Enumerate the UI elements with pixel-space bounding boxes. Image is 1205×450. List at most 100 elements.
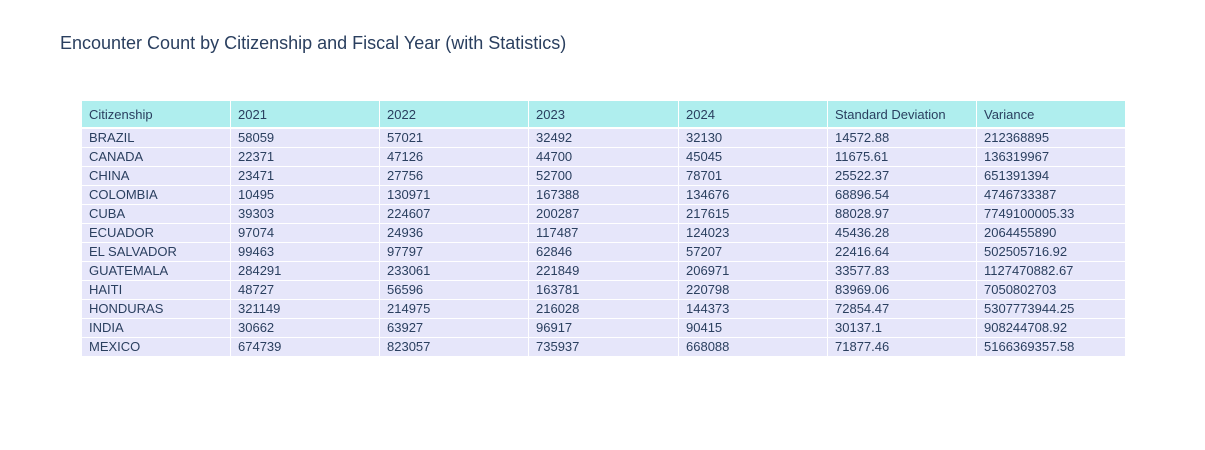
table-cell: GUATEMALA bbox=[81, 261, 231, 281]
table-cell: 78701 bbox=[678, 166, 828, 186]
column-header: 2022 bbox=[379, 100, 529, 129]
table-cell: 7749100005.33 bbox=[976, 204, 1126, 224]
table-cell: 136319967 bbox=[976, 147, 1126, 167]
table-row: HAITI 48727 56596 163781 220798 83969.06 70508… bbox=[81, 280, 1126, 300]
table-cell: 5307773944.25 bbox=[976, 299, 1126, 319]
column-header: 2024 bbox=[678, 100, 828, 129]
table-cell: 668088 bbox=[678, 337, 828, 357]
column-header: Standard Deviation bbox=[827, 100, 977, 129]
table-cell: HONDURAS bbox=[81, 299, 231, 319]
table-body: BRAZIL 58059 57021 32492 32130 14572.88 212368… bbox=[81, 127, 1126, 357]
table-cell: 2064455890 bbox=[976, 223, 1126, 243]
table-cell: 212368895 bbox=[976, 127, 1126, 148]
table-cell: INDIA bbox=[81, 318, 231, 338]
table-cell: 1127470882.67 bbox=[976, 261, 1126, 281]
table-cell: 134676 bbox=[678, 185, 828, 205]
table-cell: 124023 bbox=[678, 223, 828, 243]
table-cell: 823057 bbox=[379, 337, 529, 357]
table-cell: 200287 bbox=[528, 204, 679, 224]
table-cell: 57207 bbox=[678, 242, 828, 262]
table-cell: BRAZIL bbox=[81, 127, 231, 148]
table-row: MEXICO 674739 823057 735937 668088 71877.46 51… bbox=[81, 337, 1126, 357]
table-cell: 27756 bbox=[379, 166, 529, 186]
table-cell: 33577.83 bbox=[827, 261, 977, 281]
table-cell: 10495 bbox=[230, 185, 380, 205]
table-cell: 90415 bbox=[678, 318, 828, 338]
table-row: ECUADOR 97074 24936 117487 124023 45436.28 206… bbox=[81, 223, 1126, 243]
table-cell: 321149 bbox=[230, 299, 380, 319]
data-table-container: Citizenship 2021 2022 2023 2024 Standard Devi… bbox=[81, 100, 1126, 357]
table-cell: HAITI bbox=[81, 280, 231, 300]
table-cell: 32130 bbox=[678, 127, 828, 148]
column-header: 2023 bbox=[528, 100, 679, 129]
table-cell: 47126 bbox=[379, 147, 529, 167]
column-header: 2021 bbox=[230, 100, 380, 129]
table-cell: 14572.88 bbox=[827, 127, 977, 148]
table-cell: 52700 bbox=[528, 166, 679, 186]
table-cell: 97797 bbox=[379, 242, 529, 262]
table-cell: 908244708.92 bbox=[976, 318, 1126, 338]
table-cell: 48727 bbox=[230, 280, 380, 300]
table-cell: 5166369357.58 bbox=[976, 337, 1126, 357]
table-cell: MEXICO bbox=[81, 337, 231, 357]
table-cell: 97074 bbox=[230, 223, 380, 243]
table-cell: 206971 bbox=[678, 261, 828, 281]
table-cell: 24936 bbox=[379, 223, 529, 243]
table-cell: 214975 bbox=[379, 299, 529, 319]
table-cell: 167388 bbox=[528, 185, 679, 205]
data-table: Citizenship 2021 2022 2023 2024 Standard Devi… bbox=[81, 100, 1126, 357]
table-cell: 221849 bbox=[528, 261, 679, 281]
table-row: EL SALVADOR 99463 97797 62846 57207 22416.64 5… bbox=[81, 242, 1126, 262]
table-cell: 68896.54 bbox=[827, 185, 977, 205]
table-row: CUBA 39303 224607 200287 217615 88028.97 77491… bbox=[81, 204, 1126, 224]
table-cell: 674739 bbox=[230, 337, 380, 357]
table-cell: 11675.61 bbox=[827, 147, 977, 167]
table-cell: 130971 bbox=[379, 185, 529, 205]
table-cell: 217615 bbox=[678, 204, 828, 224]
table-cell: 56596 bbox=[379, 280, 529, 300]
table-cell: 7050802703 bbox=[976, 280, 1126, 300]
table-cell: 502505716.92 bbox=[976, 242, 1126, 262]
table-row: INDIA 30662 63927 96917 90415 30137.1 90824470… bbox=[81, 318, 1126, 338]
table-cell: 30662 bbox=[230, 318, 380, 338]
table-cell: 88028.97 bbox=[827, 204, 977, 224]
table-cell: 99463 bbox=[230, 242, 380, 262]
table-cell: 96917 bbox=[528, 318, 679, 338]
table-cell: 63927 bbox=[379, 318, 529, 338]
table-cell: 45436.28 bbox=[827, 223, 977, 243]
table-cell: 71877.46 bbox=[827, 337, 977, 357]
table-cell: 216028 bbox=[528, 299, 679, 319]
table-cell: 651391394 bbox=[976, 166, 1126, 186]
table-cell: 83969.06 bbox=[827, 280, 977, 300]
table-cell: COLOMBIA bbox=[81, 185, 231, 205]
column-header: Citizenship bbox=[81, 100, 231, 129]
table-cell: 57021 bbox=[379, 127, 529, 148]
table-cell: 62846 bbox=[528, 242, 679, 262]
table-row: COLOMBIA 10495 130971 167388 134676 68896.54 4… bbox=[81, 185, 1126, 205]
table-cell: EL SALVADOR bbox=[81, 242, 231, 262]
table-cell: 284291 bbox=[230, 261, 380, 281]
table-cell: CANADA bbox=[81, 147, 231, 167]
table-row: HONDURAS 321149 214975 216028 144373 72854.47… bbox=[81, 299, 1126, 319]
table-cell: ECUADOR bbox=[81, 223, 231, 243]
table-row: CHINA 23471 27756 52700 78701 25522.37 6513913… bbox=[81, 166, 1126, 186]
table-header: Citizenship 2021 2022 2023 2024 Standard Devi… bbox=[81, 100, 1126, 129]
table-cell: 735937 bbox=[528, 337, 679, 357]
table-cell: 233061 bbox=[379, 261, 529, 281]
table-row: CANADA 22371 47126 44700 45045 11675.61 136319… bbox=[81, 147, 1126, 167]
table-cell: 4746733387 bbox=[976, 185, 1126, 205]
table-cell: 32492 bbox=[528, 127, 679, 148]
table-cell: 45045 bbox=[678, 147, 828, 167]
table-cell: CUBA bbox=[81, 204, 231, 224]
table-cell: 23471 bbox=[230, 166, 380, 186]
table-cell: 163781 bbox=[528, 280, 679, 300]
table-cell: 22416.64 bbox=[827, 242, 977, 262]
table-row: BRAZIL 58059 57021 32492 32130 14572.88 212368… bbox=[81, 127, 1126, 148]
chart-title: Encounter Count by Citizenship and Fisca… bbox=[60, 33, 567, 53]
table-row: GUATEMALA 284291 233061 221849 206971 33577.8… bbox=[81, 261, 1126, 281]
table-cell: CHINA bbox=[81, 166, 231, 186]
column-header: Variance bbox=[976, 100, 1126, 129]
table-cell: 58059 bbox=[230, 127, 380, 148]
table-cell: 25522.37 bbox=[827, 166, 977, 186]
table-cell: 39303 bbox=[230, 204, 380, 224]
